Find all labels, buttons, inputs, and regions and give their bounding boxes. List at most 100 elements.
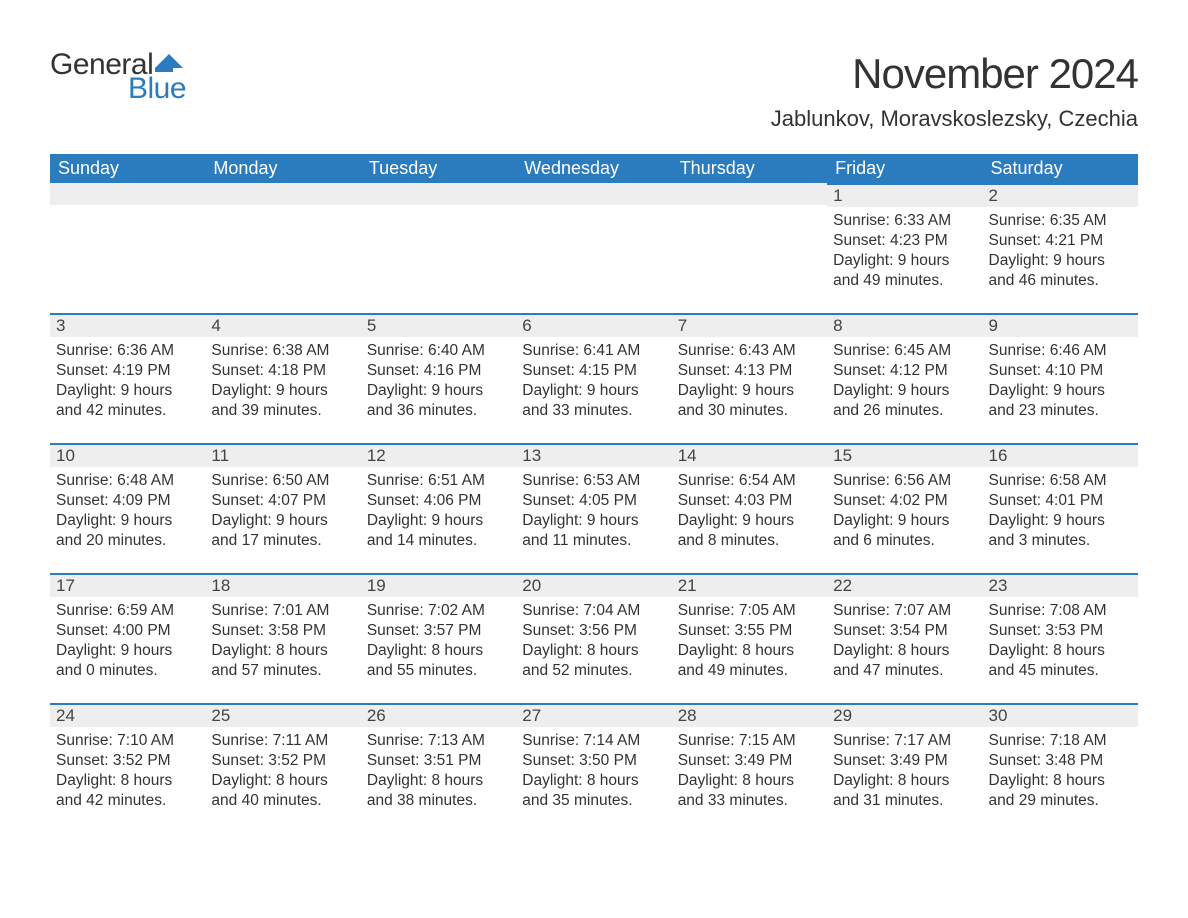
calendar-cell xyxy=(516,183,671,313)
calendar-cell: 14Sunrise: 6:54 AMSunset: 4:03 PMDayligh… xyxy=(672,443,827,573)
day-number: 20 xyxy=(516,573,671,597)
day-number: 13 xyxy=(516,443,671,467)
day-number: 7 xyxy=(672,313,827,337)
day-sunrise: Sunrise: 6:53 AM xyxy=(522,471,665,491)
day-sunset: Sunset: 4:18 PM xyxy=(211,361,354,381)
calendar-cell xyxy=(672,183,827,313)
calendar-table: SundayMondayTuesdayWednesdayThursdayFrid… xyxy=(50,154,1138,833)
day-sunrise: Sunrise: 7:11 AM xyxy=(211,731,354,751)
day-sunset: Sunset: 4:01 PM xyxy=(989,491,1132,511)
day-day1: Daylight: 9 hours xyxy=(678,511,821,531)
day-day2: and 36 minutes. xyxy=(367,401,510,421)
day-day2: and 40 minutes. xyxy=(211,791,354,811)
day-number: 29 xyxy=(827,703,982,727)
calendar-cell: 21Sunrise: 7:05 AMSunset: 3:55 PMDayligh… xyxy=(672,573,827,703)
day-number: 28 xyxy=(672,703,827,727)
logo-word2: Blue xyxy=(128,74,186,104)
calendar-cell: 10Sunrise: 6:48 AMSunset: 4:09 PMDayligh… xyxy=(50,443,205,573)
header: General Blue November 2024 Jablunkov, Mo… xyxy=(50,50,1138,148)
day-number: 22 xyxy=(827,573,982,597)
day-sunrise: Sunrise: 7:17 AM xyxy=(833,731,976,751)
day-day1: Daylight: 8 hours xyxy=(367,641,510,661)
day-day1: Daylight: 9 hours xyxy=(678,381,821,401)
day-day1: Daylight: 9 hours xyxy=(367,381,510,401)
day-day1: Daylight: 8 hours xyxy=(211,641,354,661)
day-number: 21 xyxy=(672,573,827,597)
day-sunrise: Sunrise: 7:04 AM xyxy=(522,601,665,621)
calendar-cell: 28 Sunrise: 7:15 AMSunset: 3:49 PMDayligh… xyxy=(672,703,827,833)
day-day1: Daylight: 9 hours xyxy=(56,511,199,531)
day-sunset: Sunset: 4:13 PM xyxy=(678,361,821,381)
weekday-header: Sunday xyxy=(50,154,205,183)
day-sunrise: Sunrise: 6:48 AM xyxy=(56,471,199,491)
day-number: 5 xyxy=(361,313,516,337)
calendar-cell: 6Sunrise: 6:41 AMSunset: 4:15 PMDaylight… xyxy=(516,313,671,443)
day-sunrise: Sunrise: 7:02 AM xyxy=(367,601,510,621)
day-sunset: Sunset: 3:53 PM xyxy=(989,621,1132,641)
day-sunset: Sunset: 4:06 PM xyxy=(367,491,510,511)
day-sunset: Sunset: 4:05 PM xyxy=(522,491,665,511)
calendar-body: 1Sunrise: 6:33 AMSunset: 4:23 PMDaylight… xyxy=(50,183,1138,833)
day-day2: and 23 minutes. xyxy=(989,401,1132,421)
day-day2: and 11 minutes. xyxy=(522,531,665,551)
day-sunrise: Sunrise: 7:18 AM xyxy=(989,731,1132,751)
title-block: November 2024 Jablunkov, Moravskoslezsky… xyxy=(771,50,1138,148)
day-number: 23 xyxy=(983,573,1138,597)
day-day1: Daylight: 8 hours xyxy=(678,771,821,791)
calendar-cell: 17Sunrise: 6:59 AMSunset: 4:00 PMDayligh… xyxy=(50,573,205,703)
location: Jablunkov, Moravskoslezsky, Czechia xyxy=(771,106,1138,132)
day-day1: Daylight: 8 hours xyxy=(56,771,199,791)
day-day1: Daylight: 8 hours xyxy=(522,641,665,661)
day-day1: Daylight: 8 hours xyxy=(367,771,510,791)
day-sunrise: Sunrise: 7:14 AM xyxy=(522,731,665,751)
calendar-cell: 26Sunrise: 7:13 AMSunset: 3:51 PMDayligh… xyxy=(361,703,516,833)
calendar-cell xyxy=(205,183,360,313)
day-day2: and 29 minutes. xyxy=(989,791,1132,811)
day-sunrise: Sunrise: 6:51 AM xyxy=(367,471,510,491)
day-sunrise: Sunrise: 6:54 AM xyxy=(678,471,821,491)
day-number: 3 xyxy=(50,313,205,337)
calendar-cell: 3Sunrise: 6:36 AMSunset: 4:19 PMDaylight… xyxy=(50,313,205,443)
calendar-cell: 2Sunrise: 6:35 AMSunset: 4:21 PMDaylight… xyxy=(983,183,1138,313)
calendar-header-row: SundayMondayTuesdayWednesdayThursdayFrid… xyxy=(50,154,1138,183)
day-day1: Daylight: 9 hours xyxy=(211,511,354,531)
day-sunset: Sunset: 3:54 PM xyxy=(833,621,976,641)
day-day1: Daylight: 9 hours xyxy=(989,511,1132,531)
calendar-cell: 8Sunrise: 6:45 AMSunset: 4:12 PMDaylight… xyxy=(827,313,982,443)
day-day1: Daylight: 8 hours xyxy=(833,641,976,661)
day-day1: Daylight: 9 hours xyxy=(56,641,199,661)
day-day2: and 35 minutes. xyxy=(522,791,665,811)
day-number: 12 xyxy=(361,443,516,467)
day-sunrise: Sunrise: 7:15 AM xyxy=(678,731,821,751)
day-day1: Daylight: 9 hours xyxy=(833,511,976,531)
calendar-cell: 7Sunrise: 6:43 AMSunset: 4:13 PMDaylight… xyxy=(672,313,827,443)
day-day2: and 26 minutes. xyxy=(833,401,976,421)
weekday-header: Saturday xyxy=(983,154,1138,183)
day-number: 24 xyxy=(50,703,205,727)
day-sunrise: Sunrise: 7:07 AM xyxy=(833,601,976,621)
day-number: 8 xyxy=(827,313,982,337)
day-day1: Daylight: 9 hours xyxy=(211,381,354,401)
day-day1: Daylight: 9 hours xyxy=(522,381,665,401)
day-number: 14 xyxy=(672,443,827,467)
day-day2: and 42 minutes. xyxy=(56,401,199,421)
day-day2: and 6 minutes. xyxy=(833,531,976,551)
page-title: November 2024 xyxy=(771,50,1138,98)
calendar-cell: 18Sunrise: 7:01 AMSunset: 3:58 PMDayligh… xyxy=(205,573,360,703)
day-sunset: Sunset: 4:16 PM xyxy=(367,361,510,381)
day-sunset: Sunset: 3:49 PM xyxy=(678,751,821,771)
day-day1: Daylight: 8 hours xyxy=(833,771,976,791)
calendar-cell: 22 Sunrise: 7:07 AMSunset: 3:54 PMDayligh… xyxy=(827,573,982,703)
day-number: 1 xyxy=(827,183,982,207)
day-day1: Daylight: 9 hours xyxy=(833,381,976,401)
day-day2: and 14 minutes. xyxy=(367,531,510,551)
calendar-cell xyxy=(50,183,205,313)
day-number: 16 xyxy=(983,443,1138,467)
day-sunrise: Sunrise: 6:41 AM xyxy=(522,341,665,361)
day-day2: and 47 minutes. xyxy=(833,661,976,681)
day-sunset: Sunset: 4:10 PM xyxy=(989,361,1132,381)
day-day2: and 42 minutes. xyxy=(56,791,199,811)
day-sunrise: Sunrise: 7:13 AM xyxy=(367,731,510,751)
day-day2: and 38 minutes. xyxy=(367,791,510,811)
calendar-cell: 12Sunrise: 6:51 AMSunset: 4:06 PMDayligh… xyxy=(361,443,516,573)
